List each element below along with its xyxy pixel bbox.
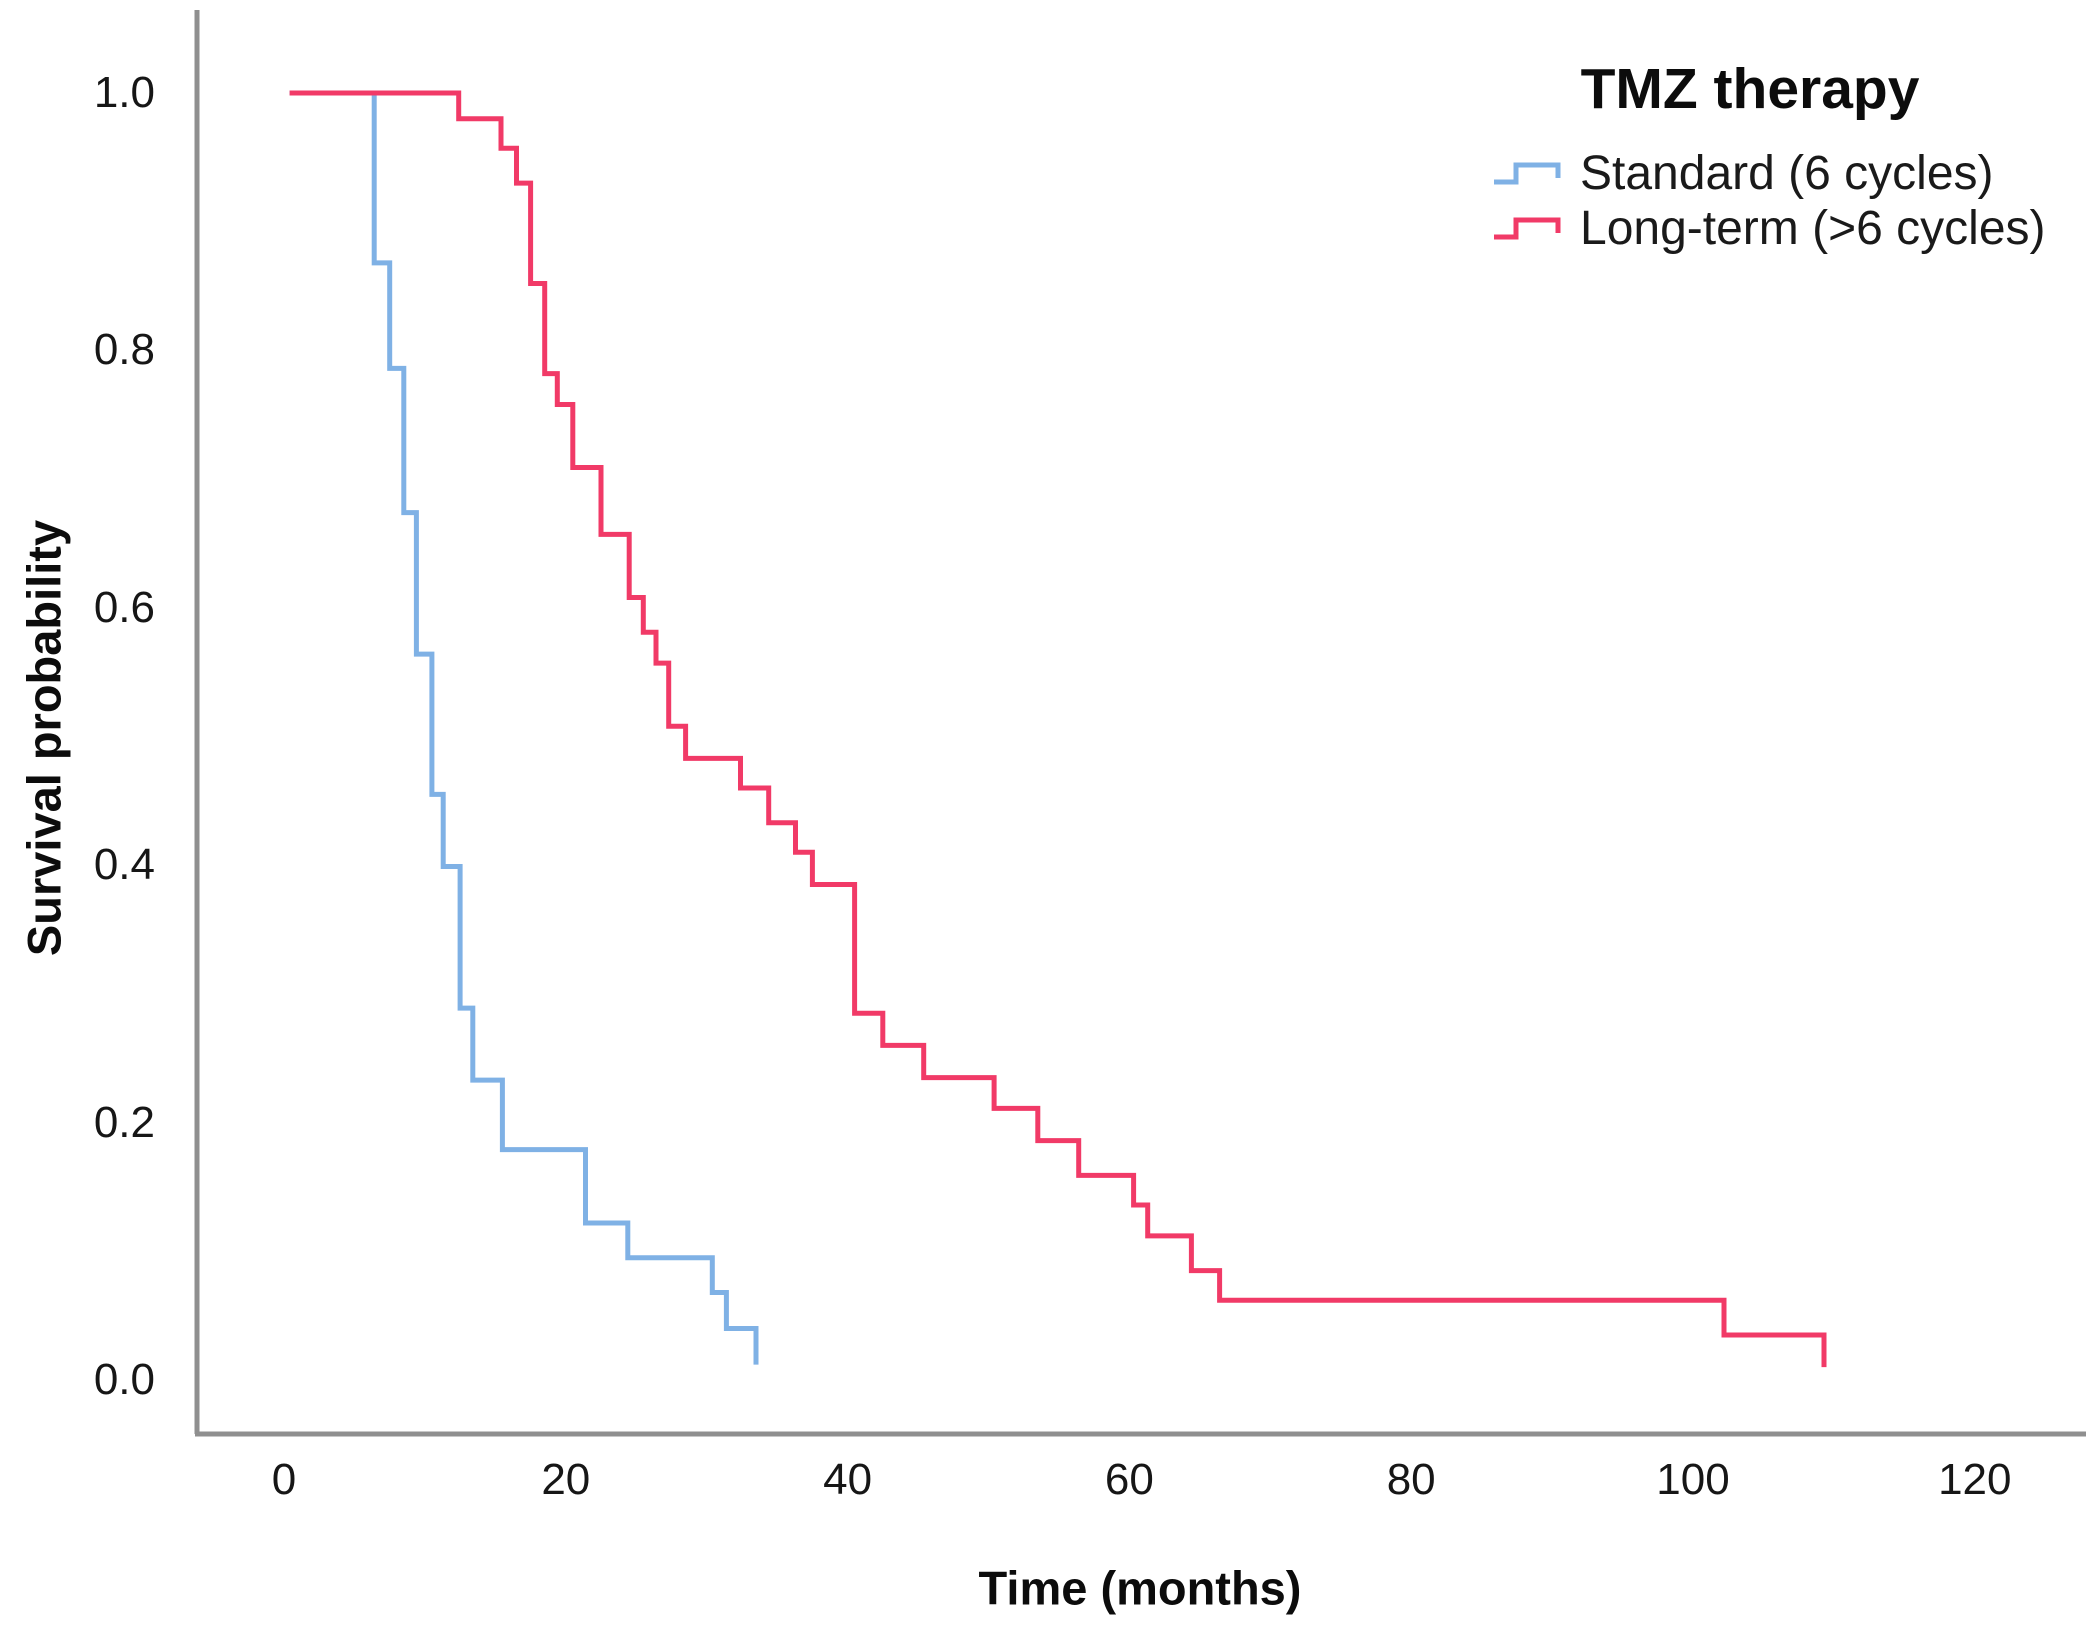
y-tick-label: 0.4 xyxy=(93,840,155,890)
y-tick-label: 0.8 xyxy=(93,325,155,375)
legend-label-standard: Standard (6 cycles) xyxy=(1580,147,1994,200)
legend-swatch-standard-step-icon xyxy=(1494,162,1561,184)
x-tick-label: 80 xyxy=(1386,1455,1436,1504)
x-tick-label: 100 xyxy=(1656,1455,1730,1504)
y-tick-label: 0.2 xyxy=(93,1097,155,1147)
y-axis-title: Survival probability xyxy=(17,519,71,957)
x-tick-label: 20 xyxy=(541,1455,591,1504)
x-axis-title: Time (months) xyxy=(978,1561,1302,1615)
legend-item-standard: Standard (6 cycles) xyxy=(1470,146,2030,201)
x-tick-label: 60 xyxy=(1104,1455,1154,1504)
legend-swatch-longterm-step-icon xyxy=(1494,217,1561,239)
x-tick-label: 120 xyxy=(1938,1455,2012,1504)
x-tick-label: 40 xyxy=(823,1455,873,1504)
series-standard-line xyxy=(289,90,759,1365)
legend: TMZ therapy Standard (6 cycles) Long-ter… xyxy=(1470,57,2046,256)
y-tick-label: 0.6 xyxy=(93,582,155,632)
y-tick-label: 0.0 xyxy=(93,1355,155,1404)
y-tick-label: 1.0 xyxy=(93,68,155,117)
x-tick-label: 0 xyxy=(271,1455,297,1504)
legend-item-longterm: Long-term (>6 cycles) xyxy=(1470,201,2046,256)
legend-label-longterm: Long-term (>6 cycles) xyxy=(1580,202,2046,255)
series-longterm-line xyxy=(289,90,1827,1368)
legend-title: TMZ therapy xyxy=(1580,57,1920,121)
